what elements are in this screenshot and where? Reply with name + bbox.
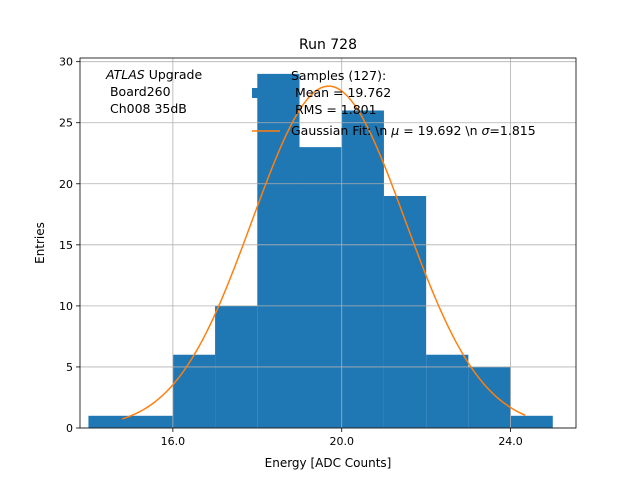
y-tick-label: 15 bbox=[59, 239, 73, 252]
y-tick-label: 0 bbox=[66, 422, 73, 435]
histogram-bar bbox=[341, 110, 384, 429]
y-tick-label: 5 bbox=[66, 361, 73, 374]
annotation-upgrade: Upgrade bbox=[145, 67, 203, 82]
histogram-bar bbox=[426, 354, 469, 428]
y-axis-label: Entries bbox=[33, 222, 47, 264]
axes-frame bbox=[79, 57, 577, 429]
histogram-bar bbox=[172, 354, 216, 428]
y-tick-label: 25 bbox=[59, 117, 73, 130]
histogram-bar bbox=[257, 73, 300, 429]
legend-fit-label: Gaussian Fit: \n μ = 19.692 \n σ=1.815 bbox=[291, 123, 536, 138]
annotation-atlas: ATLAS bbox=[105, 67, 145, 82]
annotation-line-1: ATLAS Upgrade bbox=[105, 67, 202, 82]
x-tick-label: 16.0 bbox=[161, 435, 186, 448]
x-tick-label: 24.0 bbox=[498, 435, 523, 448]
legend-histogram-line-2: Mean = 19.762 bbox=[291, 85, 391, 100]
chart-title: Run 728 bbox=[299, 37, 357, 53]
y-tick-label: 30 bbox=[59, 56, 73, 69]
histogram-bar bbox=[510, 415, 553, 428]
histogram-bar bbox=[383, 195, 427, 428]
legend-fit-prefix: Gaussian Fit: \n bbox=[291, 123, 391, 138]
legend-fit-sigma: σ bbox=[481, 123, 490, 138]
x-tick-label: 20.0 bbox=[329, 435, 354, 448]
legend-histogram-line-1: Samples (127): bbox=[291, 68, 386, 83]
histogram-bar bbox=[88, 415, 173, 428]
annotation-line-3: Ch008 35dB bbox=[106, 101, 187, 116]
y-tick-label: 10 bbox=[59, 300, 73, 313]
legend-histogram-swatch bbox=[252, 88, 280, 98]
legend: Samples (127): Mean = 19.762 RMS = 1.801… bbox=[252, 68, 536, 138]
y-tick-label: 20 bbox=[59, 178, 73, 191]
atlas-annotation: ATLAS Upgrade Board260 Ch008 35dB bbox=[105, 67, 202, 116]
legend-fit-mu: μ bbox=[390, 123, 399, 138]
x-axis-label: Energy [ADC Counts] bbox=[265, 456, 392, 470]
legend-fit-suffix: =1.815 bbox=[489, 123, 535, 138]
legend-histogram-line-3: RMS = 1.801 bbox=[291, 102, 377, 117]
gaussian-fit-curve bbox=[121, 85, 526, 420]
histogram-bar bbox=[468, 366, 511, 428]
annotation-line-2: Board260 bbox=[106, 84, 171, 99]
legend-fit-mid: = 19.692 \n bbox=[399, 123, 481, 138]
axis-ticks: 16.0 20.0 24.0 0 5 10 15 20 25 30 bbox=[59, 56, 523, 448]
histogram-bar bbox=[299, 147, 342, 428]
